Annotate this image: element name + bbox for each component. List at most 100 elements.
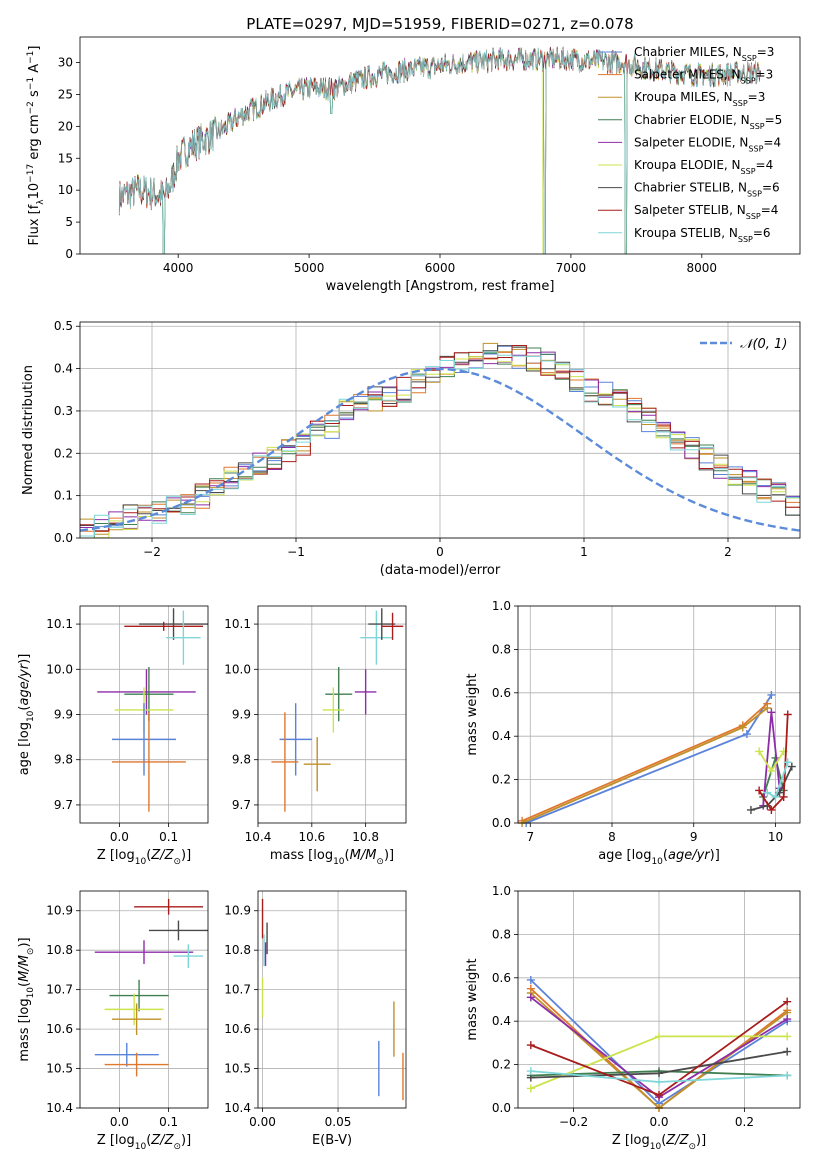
- errorbar-point: [354, 669, 377, 715]
- spectrum-series: [118, 48, 762, 254]
- errorbar-point: [109, 979, 169, 1012]
- x-tick-label: 0.1: [159, 830, 178, 844]
- weight-marker: [655, 1090, 663, 1099]
- x-axis-label: age [log10(age/yr)]: [598, 848, 720, 867]
- y-tick-label: 0.8: [492, 927, 511, 941]
- residual-legend: 𝒩(0, 1): [700, 337, 787, 352]
- weight-series: [526, 1032, 792, 1093]
- y-tick-label: 10.1: [46, 617, 73, 631]
- weight-marker: [526, 993, 535, 1002]
- weight-series: [755, 710, 792, 814]
- x-axis-label: wavelength [Angstrom, rest frame]: [326, 279, 555, 294]
- y-tick-label: 10.7: [224, 983, 251, 997]
- axes-frame: [257, 605, 407, 824]
- y-tick-label: 5: [65, 215, 73, 229]
- x-tick-label: 7: [526, 830, 534, 844]
- y-axis-label: age [log10(age/yr)]: [17, 654, 36, 776]
- legend-label: Chabrier ELODIE, NSSP=5: [634, 113, 782, 131]
- errorbar-point: [112, 712, 186, 812]
- legend-label: Salpeter MILES, NSSP=3: [634, 68, 773, 86]
- x-tick-label: 0.2: [735, 1115, 754, 1129]
- weight-marker: [755, 786, 764, 795]
- y-tick-label: 0.6: [492, 686, 511, 700]
- weight-marker: [767, 766, 776, 775]
- y-tick-label: 10.0: [224, 662, 251, 676]
- y-tick-label: 0.3: [54, 404, 73, 418]
- weight-marker: [526, 1041, 535, 1050]
- weight-marker: [655, 1077, 663, 1086]
- y-tick-label: 10: [58, 183, 73, 197]
- weight-marker: [783, 758, 792, 767]
- x-tick-label: 10.8: [352, 830, 379, 844]
- errorbar-point: [368, 608, 396, 640]
- y-tick-label: 25: [58, 87, 73, 101]
- weight-marker: [767, 805, 776, 814]
- x-tick-label: −2: [143, 545, 161, 559]
- spectrum-panel: 4000 5000 6000 7000 8000 0 5 10 15 20 25 30 waveleng…: [26, 36, 801, 294]
- x-tick-label: −0.2: [559, 1115, 588, 1129]
- x-axis-label: Z [log10(Z/Z⊙)]: [97, 848, 191, 867]
- x-tick-label: 1: [580, 545, 588, 559]
- x-axis-label: Z [log10(Z/Z⊙)]: [97, 1133, 191, 1152]
- y-tick-label: 0.4: [54, 362, 73, 376]
- y-tick-label: 10.1: [224, 617, 251, 631]
- y-axis-label: mass weight: [465, 673, 480, 755]
- y-tick-label: 0.1: [54, 489, 73, 503]
- axes-frame: [257, 890, 407, 1109]
- x-tick-label: 0: [436, 545, 444, 559]
- axes-frame: [517, 605, 801, 824]
- weight-marker: [783, 1015, 792, 1024]
- x-tick-label: 10.6: [298, 830, 325, 844]
- x-tick-label: 0.05: [325, 1115, 352, 1129]
- weight-series: [755, 747, 788, 775]
- weight-marker: [783, 997, 792, 1006]
- y-tick-label: 0.0: [54, 531, 73, 545]
- axes-frame: [79, 321, 801, 539]
- x-tick-label: 0.1: [159, 1115, 178, 1129]
- errorbar-point: [360, 610, 393, 665]
- weight-marker: [738, 723, 747, 732]
- weight-marker: [779, 792, 788, 801]
- weight-marker: [787, 762, 796, 771]
- weight-marker: [763, 703, 772, 712]
- errorbar-point: [173, 944, 204, 968]
- y-tick-label: 10.6: [224, 1022, 251, 1036]
- y-tick-label: 1.0: [492, 884, 511, 898]
- y-tick-label: 15: [58, 151, 73, 165]
- y-tick-label: 9.8: [232, 753, 251, 767]
- errorbar-point: [271, 712, 299, 812]
- weight-marker: [767, 708, 776, 717]
- y-tick-label: 9.7: [54, 798, 73, 812]
- y-tick-label: 9.9: [54, 708, 73, 722]
- y-tick-label: 0.4: [492, 1014, 511, 1028]
- errorbar-point: [112, 703, 176, 776]
- x-tick-label: 5000: [294, 261, 325, 275]
- y-tick-label: 10.9: [224, 904, 251, 918]
- errorbar-point: [124, 621, 204, 631]
- legend-label: Kroupa MILES, NSSP=3: [634, 90, 765, 108]
- x-axis-label: (data-model)/error: [380, 563, 501, 578]
- x-axis-label: Z [log10(Z/Z⊙)]: [612, 1133, 706, 1152]
- y-tick-label: 0.6: [492, 971, 511, 985]
- weight-series: [526, 1047, 792, 1082]
- weight-marker: [783, 1032, 792, 1041]
- x-tick-label: −1: [287, 545, 305, 559]
- errorbar-point: [139, 608, 208, 640]
- y-tick-label: 9.9: [232, 708, 251, 722]
- y-tick-label: 10.5: [224, 1062, 251, 1076]
- legend-label: Kroupa ELODIE, NSSP=4: [634, 158, 773, 176]
- errorbar-point: [94, 1042, 159, 1067]
- legend-label: Chabrier MILES, NSSP=3: [634, 45, 774, 63]
- y-tick-label: 10.6: [46, 1022, 73, 1036]
- age_vs_Z-panel: 0.0 0.1 9.7 9.8 9.9 10.0 10.1 Z [log10(Z/Z⊙)] ag…: [17, 605, 209, 867]
- x-axis-label: mass [log10(M/M⊙)]: [270, 848, 394, 867]
- mass_weight_vs_Z-panel: −0.2 0.0 0.2 0.0 0.2 0.4 0.6 0.8 1.0 Z [log10(Z/Z…: [465, 884, 801, 1152]
- weight-series: [518, 699, 772, 825]
- y-tick-label: 1.0: [492, 599, 511, 613]
- mass_vs_Z-panel: 0.0 0.1 10.4 10.5 10.6 10.7 10.8 10.9 Z [log10(Z…: [17, 890, 209, 1152]
- weight-marker: [655, 1032, 663, 1041]
- errorbar-point: [381, 612, 404, 640]
- weight-marker: [526, 1084, 535, 1093]
- y-tick-label: 0.2: [492, 1058, 511, 1072]
- weight-marker: [763, 788, 772, 797]
